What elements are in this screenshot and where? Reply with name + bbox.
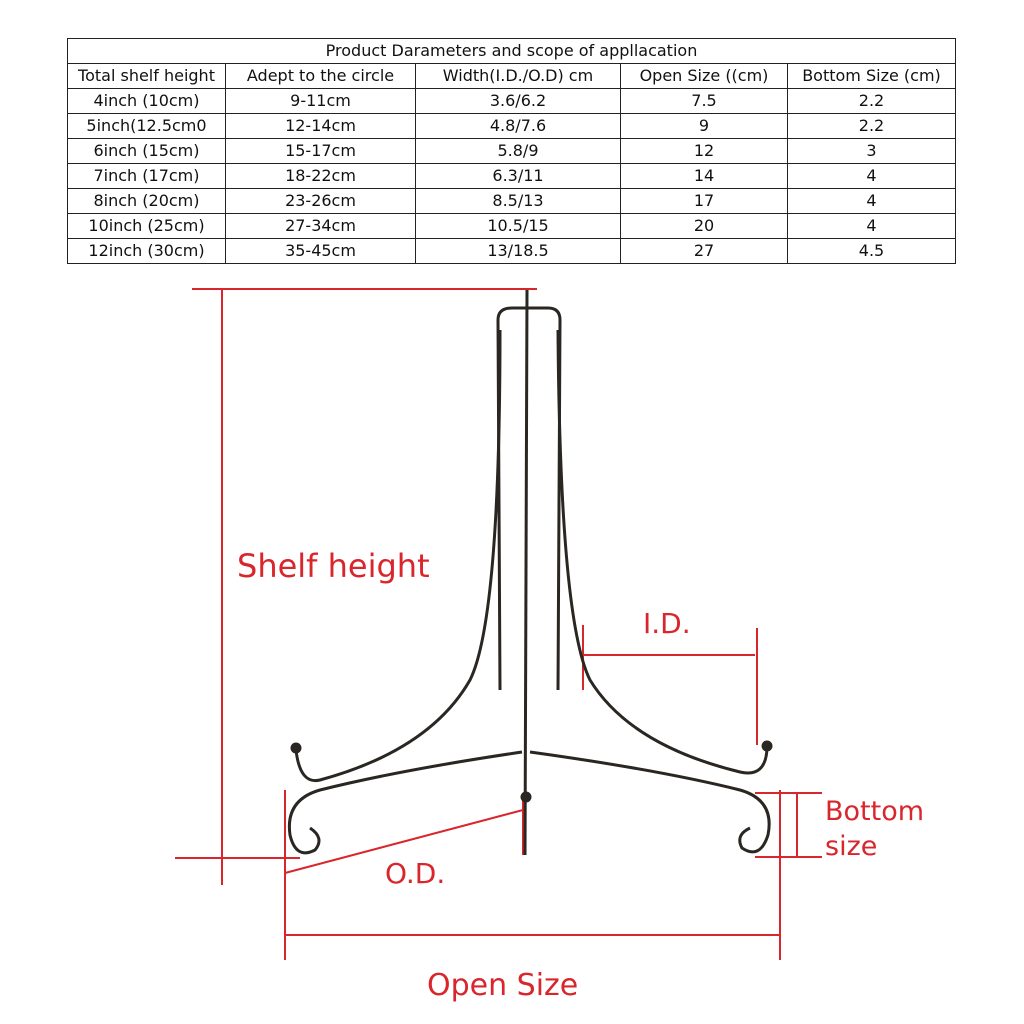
table-title: Product Darameters and scope of appllaca… xyxy=(67,38,956,64)
table-cell: 5inch(12.5cm0 xyxy=(67,113,226,139)
shelf-height-label: Shelf height xyxy=(237,547,430,585)
table-cell: 2.2 xyxy=(787,113,956,139)
table-cell: 10.5/15 xyxy=(415,213,621,239)
table-cell: 5.8/9 xyxy=(415,138,621,164)
table-cell: 9-11cm xyxy=(225,88,416,114)
table-cell: 7inch (17cm) xyxy=(67,163,226,189)
od-label: O.D. xyxy=(385,857,445,890)
table-cell: Bottom Size (cm) xyxy=(787,63,956,89)
table-cell: 23-26cm xyxy=(225,188,416,214)
table-cell: 4.5 xyxy=(787,238,956,264)
table-cell: 2.2 xyxy=(787,88,956,114)
open-size-label: Open Size xyxy=(427,968,578,1003)
bottom-size-label: Bottom xyxy=(825,796,924,827)
id-label: I.D. xyxy=(643,607,691,640)
table-cell: 4 xyxy=(787,188,956,214)
table-cell: 9 xyxy=(620,113,788,139)
table-cell: 27 xyxy=(620,238,788,264)
spec-table: Product Darameters and scope of appllaca… xyxy=(67,38,956,264)
table-cell: 12inch (30cm) xyxy=(67,238,226,264)
table-header: Total shelf height Adept to the circle Wid… xyxy=(67,63,956,89)
table-cell: Total shelf height xyxy=(67,63,226,89)
table-cell: 13/18.5 xyxy=(415,238,621,264)
table-cell: Width(I.D./O.D) cm xyxy=(415,63,621,89)
table-row: 12inch (30cm) 35-45cm 13/18.5 27 4.5 xyxy=(67,238,956,264)
table-cell: 6.3/11 xyxy=(415,163,621,189)
bottom-size-label: size xyxy=(825,831,877,862)
table-cell: 12-14cm xyxy=(225,113,416,139)
table-cell: 4.8/7.6 xyxy=(415,113,621,139)
table-cell: 18-22cm xyxy=(225,163,416,189)
table-cell: 15-17cm xyxy=(225,138,416,164)
table-cell: 8.5/13 xyxy=(415,188,621,214)
table-cell: 35-45cm xyxy=(225,238,416,264)
table-cell: 10inch (25cm) xyxy=(67,213,226,239)
stand xyxy=(287,289,773,856)
table-cell: 4inch (10cm) xyxy=(67,88,226,114)
table-cell: 3.6/6.2 xyxy=(415,88,621,114)
table-cell: 4 xyxy=(787,163,956,189)
table-row: 5inch(12.5cm0 12-14cm 4.8/7.6 9 2.2 xyxy=(67,113,956,139)
table-row: 4inch (10cm) 9-11cm 3.6/6.2 7.5 2.2 xyxy=(67,88,956,114)
table-cell: 7.5 xyxy=(620,88,788,114)
